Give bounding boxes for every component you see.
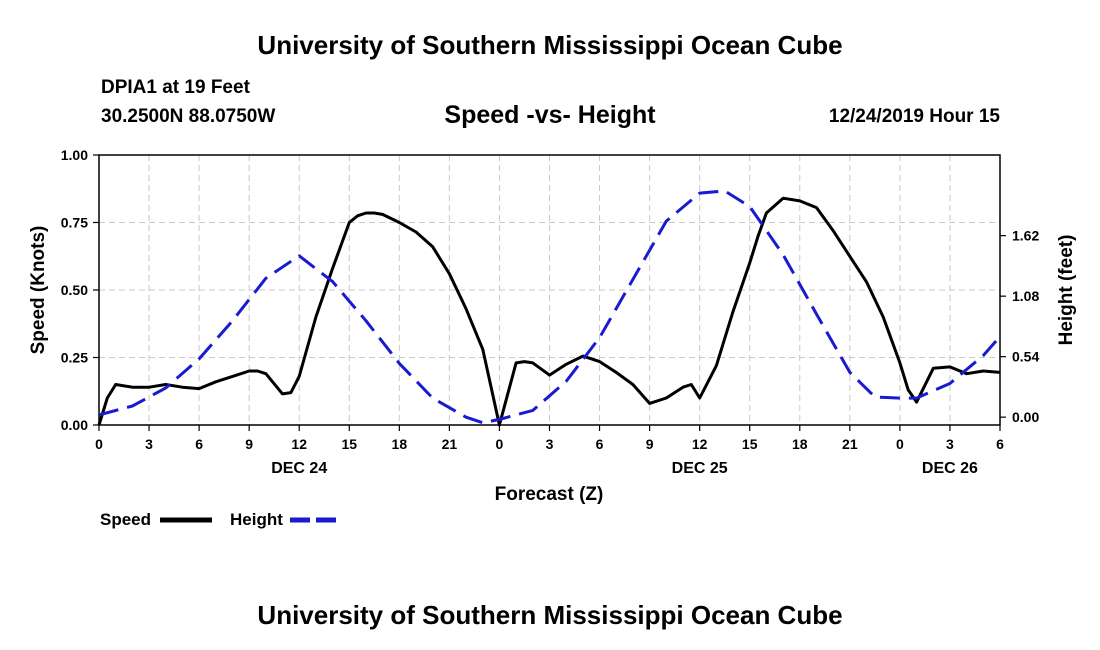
x-tick-label: 18 xyxy=(792,436,808,452)
legend-height-label: Height xyxy=(230,510,283,529)
y-axis-title-right: Height (feet) xyxy=(1056,235,1077,346)
x-tick-label: 15 xyxy=(341,436,357,452)
x-tick-label: 3 xyxy=(546,436,554,452)
x-tick-label: 18 xyxy=(392,436,408,452)
date-label: DEC 26 xyxy=(922,460,978,477)
x-tick-label: 21 xyxy=(442,436,458,452)
y-axis-title-left: Speed (Knots) xyxy=(28,226,49,355)
date-label: DEC 24 xyxy=(271,460,327,477)
coordinates-label: 30.2500N 88.0750W xyxy=(101,106,276,127)
x-tick-label: 15 xyxy=(742,436,758,452)
legend-speed-label: Speed xyxy=(100,510,151,529)
x-tick-label: 0 xyxy=(95,436,103,452)
x-axis-title: Forecast (Z) xyxy=(495,484,604,505)
datetime-label: 12/24/2019 Hour 15 xyxy=(828,106,1000,127)
y-tick-label-right: 1.62 xyxy=(1012,228,1039,244)
y-tick-label-left: 0.75 xyxy=(61,215,88,231)
series-layer xyxy=(97,189,1002,427)
station-label: DPIA1 at 19 Feet xyxy=(101,77,250,98)
series-speed-line xyxy=(97,196,1001,427)
x-tick-label: 21 xyxy=(842,436,858,452)
y-tick-label-left: 0.25 xyxy=(61,350,88,366)
chart-title: Speed -vs- Height xyxy=(444,101,656,129)
x-tick-label: 3 xyxy=(145,436,153,452)
x-tick-label: 0 xyxy=(496,436,504,452)
x-tick-label: 6 xyxy=(195,436,203,452)
x-tick-label: 0 xyxy=(896,436,904,452)
bottom-title: University of Southern Mississippi Ocean… xyxy=(257,600,843,630)
date-label: DEC 25 xyxy=(672,460,728,477)
top-title: University of Southern Mississippi Ocean… xyxy=(257,30,843,60)
series-height-line xyxy=(98,189,1002,425)
y-tick-label-right: 1.08 xyxy=(1012,288,1039,304)
legend: Speed Height xyxy=(100,510,342,529)
x-tick-label: 9 xyxy=(646,436,654,452)
y-tick-label-left: 1.00 xyxy=(61,147,88,163)
y-tick-label-right: 0.54 xyxy=(1012,349,1039,365)
x-tick-label: 9 xyxy=(245,436,253,452)
x-tick-label: 6 xyxy=(596,436,604,452)
ticks-layer: 0 3 6 9 12 15 18 21 0 3 6 9 12 15 18 21 0 3 6 0.00 0.25 0.50 0… xyxy=(61,147,1040,477)
x-tick-label: 12 xyxy=(291,436,307,452)
y-tick-label-left: 0.00 xyxy=(61,417,88,433)
grid-layer xyxy=(99,155,1000,425)
x-tick-label: 12 xyxy=(692,436,708,452)
x-tick-label: 3 xyxy=(946,436,954,452)
y-tick-label-right: 0.00 xyxy=(1012,409,1039,425)
y-tick-label-left: 0.50 xyxy=(61,282,88,298)
x-tick-label: 6 xyxy=(996,436,1004,452)
